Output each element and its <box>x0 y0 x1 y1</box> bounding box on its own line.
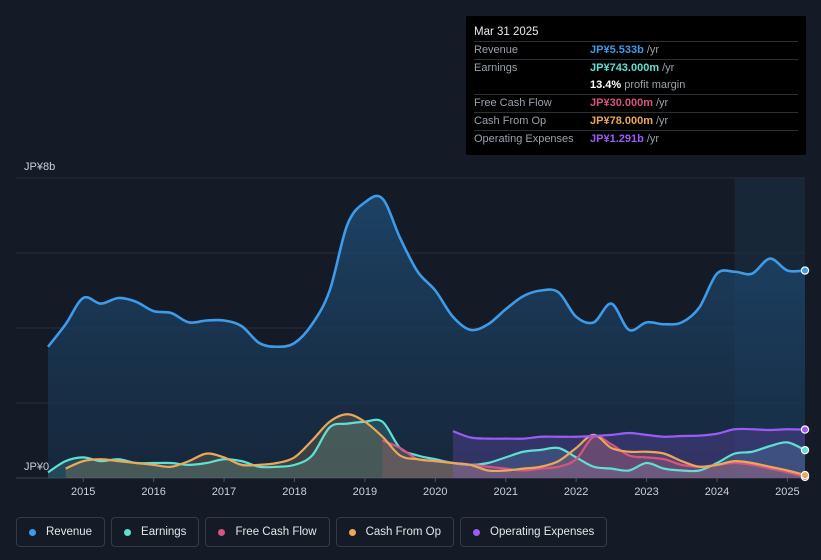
x-tick-label: 2019 <box>353 486 377 498</box>
tooltip-panel: Mar 31 2025 Revenue JP¥5.533b/yr Earning… <box>466 16 806 155</box>
series-lines <box>46 194 806 478</box>
tooltip-unit: /yr <box>646 133 660 145</box>
tooltip-row-revenue: Revenue JP¥5.533b/yr <box>474 42 798 60</box>
tooltip-label: Revenue <box>474 44 519 56</box>
x-tick-label: 2015 <box>71 486 95 498</box>
tooltip-label: Cash From Op <box>474 115 547 127</box>
tooltip-label <box>474 77 590 94</box>
tooltip-value: JP¥1.291b <box>590 133 644 145</box>
tooltip-row-cash-from-op: Cash From Op JP¥78.000m/yr <box>474 113 798 131</box>
legend-label: Revenue <box>46 526 93 538</box>
tooltip-label: Operating Expenses <box>474 133 574 145</box>
tooltip-row-earnings: Earnings JP¥743.000m/yr <box>474 60 798 77</box>
x-tick-label: 2020 <box>423 486 447 498</box>
earnings-line <box>47 418 806 474</box>
legend-label: Cash From Op <box>365 526 442 538</box>
revenue-line <box>46 194 806 349</box>
tooltip-unit: /yr <box>656 115 669 127</box>
x-tick-label: 2025 <box>775 486 799 498</box>
revenue-dot-icon <box>29 528 36 536</box>
legend-item-operating-expenses[interactable]: Operating Expenses <box>460 517 608 547</box>
operating-expenses-endpoint <box>800 425 810 434</box>
cash-from-op-endpoint <box>800 470 810 480</box>
legend: Revenue Earnings Free Cash Flow Cash Fro… <box>16 517 608 547</box>
x-tick-label: 2018 <box>282 486 306 498</box>
x-tick-label: 2023 <box>634 486 658 498</box>
x-tick-label: 2016 <box>141 486 165 498</box>
legend-label: Operating Expenses <box>490 526 595 538</box>
free-cash-flow-dot-icon <box>218 528 226 536</box>
earnings-dot-icon <box>124 528 132 536</box>
tooltip-label: Earnings <box>474 62 518 74</box>
tooltip-row-operating-expenses: Operating Expenses JP¥1.291b/yr <box>474 131 798 148</box>
x-tick-label: 2021 <box>493 486 517 498</box>
tooltip-unit: /yr <box>662 62 675 74</box>
tooltip-row-profit-margin: 13.4% profit margin <box>474 77 798 95</box>
revenue-area <box>48 195 805 478</box>
y-axis-bottom-label: JP¥0 <box>24 461 49 473</box>
revenue-endpoint <box>800 266 810 275</box>
tooltip-value: 13.4% <box>590 79 622 91</box>
tooltip-value: JP¥5.533b <box>590 44 644 56</box>
legend-label: Free Cash Flow <box>235 526 317 538</box>
legend-item-cash-from-op[interactable]: Cash From Op <box>335 517 455 547</box>
tooltip-value: JP¥30.000m <box>590 97 653 109</box>
legend-item-revenue[interactable]: Revenue <box>16 517 106 547</box>
tooltip-value: JP¥78.000m <box>590 115 653 127</box>
y-axis-top-label: JP¥8b <box>24 161 55 173</box>
x-tick-label: 2017 <box>212 486 236 498</box>
tooltip-unit: /yr <box>656 97 669 109</box>
operating-expenses-line <box>452 427 806 440</box>
tooltip-date: Mar 31 2025 <box>474 24 798 42</box>
x-tick-label: 2024 <box>705 486 729 498</box>
operating-expenses-dot-icon <box>473 528 481 536</box>
tooltip-label: Free Cash Flow <box>474 97 552 109</box>
tooltip-row-free-cash-flow: Free Cash Flow JP¥30.000m/yr <box>474 95 798 113</box>
earnings-endpoint <box>800 445 810 455</box>
legend-label: Earnings <box>141 526 187 538</box>
tooltip-unit: /yr <box>646 44 660 56</box>
cash-from-op-line <box>65 413 806 477</box>
cash-from-op-area <box>65 414 805 478</box>
cash-from-op-dot-icon <box>348 528 356 536</box>
tooltip-value: JP¥743.000m <box>590 62 660 74</box>
tooltip-unit: profit margin <box>624 79 686 91</box>
x-axis-ticks: 2015 2016 2017 2018 2019 2020 2021 2022 2023 2024… <box>71 478 800 498</box>
series-endpoints <box>800 266 810 482</box>
x-tick-label: 2022 <box>564 486 588 498</box>
legend-item-free-cash-flow[interactable]: Free Cash Flow <box>205 517 330 547</box>
legend-item-earnings[interactable]: Earnings <box>111 517 200 547</box>
